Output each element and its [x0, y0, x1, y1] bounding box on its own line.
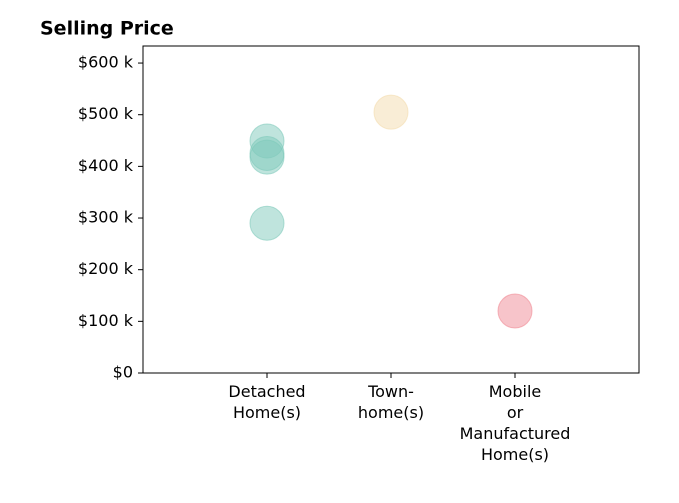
x-tick-label: Town- home(s): [357, 382, 425, 422]
point: [373, 94, 409, 130]
x-tick-label: Mobile or Manufactured Home(s): [459, 382, 571, 464]
chart-title: Selling Price: [40, 18, 174, 40]
x-tick-label: Detached Home(s): [228, 382, 306, 422]
y-tick-label: $300 k: [78, 208, 134, 227]
y-tick-label: $0: [113, 363, 133, 382]
point: [497, 293, 533, 329]
y-tick-label: $500 k: [78, 104, 134, 123]
y-tick-label: $600 k: [78, 53, 134, 72]
y-tick-label: $200 k: [78, 259, 134, 278]
point: [249, 205, 285, 241]
point: [249, 139, 285, 175]
y-tick-label: $400 k: [78, 156, 134, 175]
y-tick-label: $100 k: [78, 311, 134, 330]
